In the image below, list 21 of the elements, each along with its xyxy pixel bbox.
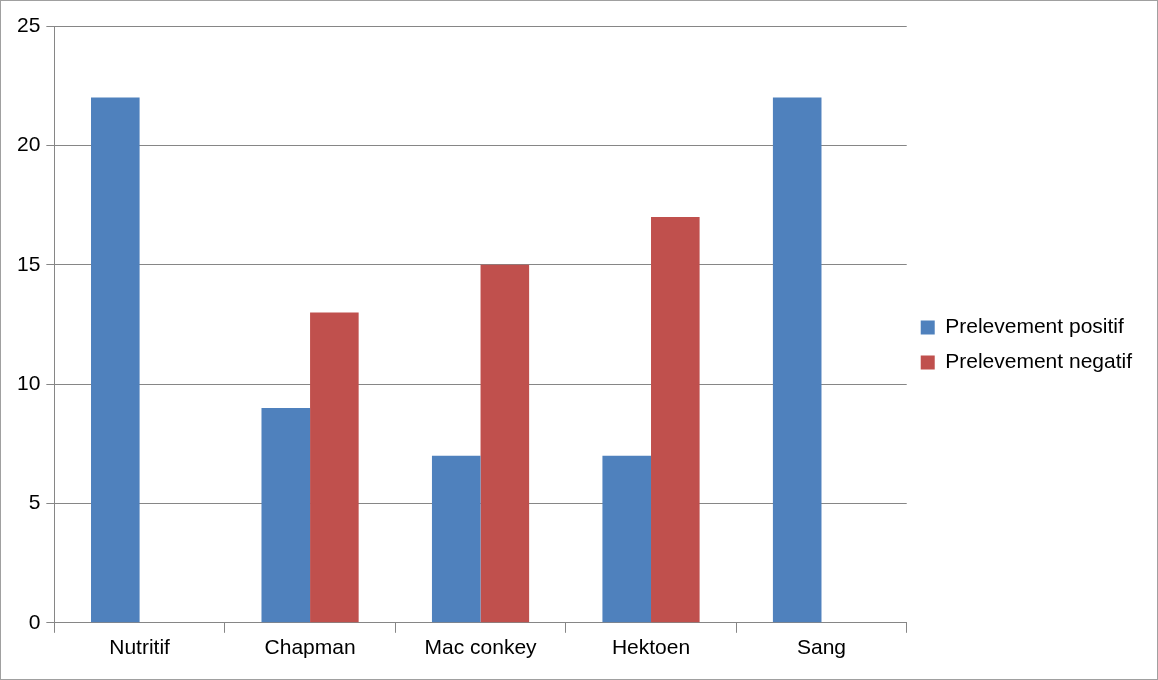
x-tick-label: Nutritif: [109, 635, 171, 659]
y-tick-label: 15: [17, 251, 41, 275]
bar: [602, 455, 652, 623]
y-tick-label: 20: [17, 132, 41, 156]
x-tick-label: Hektoen: [611, 635, 691, 659]
x-tick-label: Chapman: [264, 635, 356, 659]
y-tick-label: 10: [17, 370, 41, 394]
bar: [772, 97, 822, 623]
legend-label: Prelevement positif: [945, 314, 1124, 338]
bar: [480, 264, 530, 623]
bar: [91, 97, 140, 623]
bar: [651, 216, 700, 623]
y-tick-label: 5: [28, 490, 41, 514]
y-tick-label: 25: [17, 12, 41, 36]
y-tick-label: 0: [28, 609, 41, 633]
bar: [310, 312, 359, 623]
bar: [261, 407, 311, 623]
x-tick-label: Mac conkey: [424, 635, 538, 659]
legend-label: Prelevement negatif: [945, 349, 1133, 373]
x-tick-label: Sang: [796, 635, 847, 659]
bar: [431, 455, 481, 623]
